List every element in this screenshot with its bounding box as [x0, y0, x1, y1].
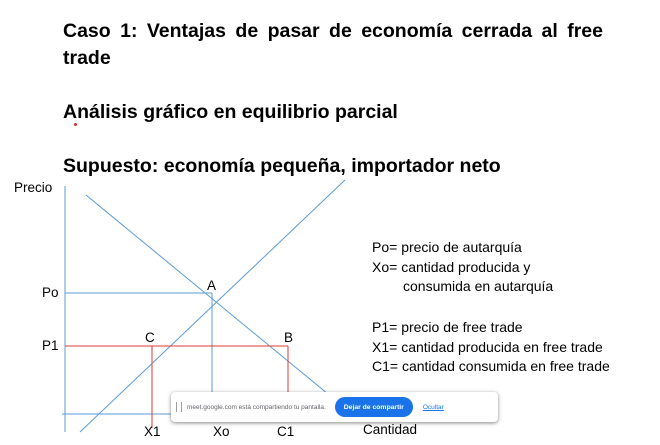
x1-label: X1: [144, 424, 161, 439]
slide-subtitle: Análisis gráfico en equilibrio parcial: [63, 101, 398, 123]
red-annotation-mark: [74, 123, 77, 126]
point-c-label: C: [145, 330, 155, 345]
point-b-label: B: [284, 330, 293, 345]
hide-link[interactable]: Ocultar: [422, 403, 444, 411]
slide-assumption: Supuesto: economía pequeña, importador n…: [63, 155, 501, 177]
legend-po: Po= precio de autarquía: [372, 239, 522, 255]
point-a-label: A: [207, 278, 216, 293]
screen-share-bar: meet.google.com está compartiendo tu pan…: [171, 392, 498, 422]
autarky-legend: Po= precio de autarquía Xo= cantidad pro…: [372, 238, 553, 297]
p1-label: P1: [42, 338, 59, 353]
free-trade-legend: P1= precio de free trade X1= cantidad pr…: [372, 318, 610, 377]
xo-label: Xo: [213, 424, 230, 439]
po-label: Po: [42, 285, 59, 300]
slide-title: Caso 1: Ventajas de pasar de economía ce…: [63, 20, 603, 69]
y-axis-label: Precio: [14, 180, 52, 195]
share-message: meet.google.com está compartiendo tu pan…: [187, 403, 326, 411]
demand-curve: [85, 194, 346, 409]
legend-x1: X1= cantidad producida en free trade: [372, 338, 603, 355]
legend-xo: Xo= cantidad producida y: [372, 258, 531, 275]
legend-xo-cont: consumida en autarquía: [403, 278, 554, 294]
legend-p1: P1= precio de free trade: [372, 319, 523, 335]
stop-sharing-button[interactable]: Dejar de compartir: [334, 397, 413, 417]
c1-label: C1: [277, 424, 294, 439]
x-axis-label: Cantidad: [363, 422, 417, 437]
legend-c1: C1= cantidad consumida en free trade: [372, 358, 610, 374]
drag-handle-icon[interactable]: [176, 402, 182, 412]
